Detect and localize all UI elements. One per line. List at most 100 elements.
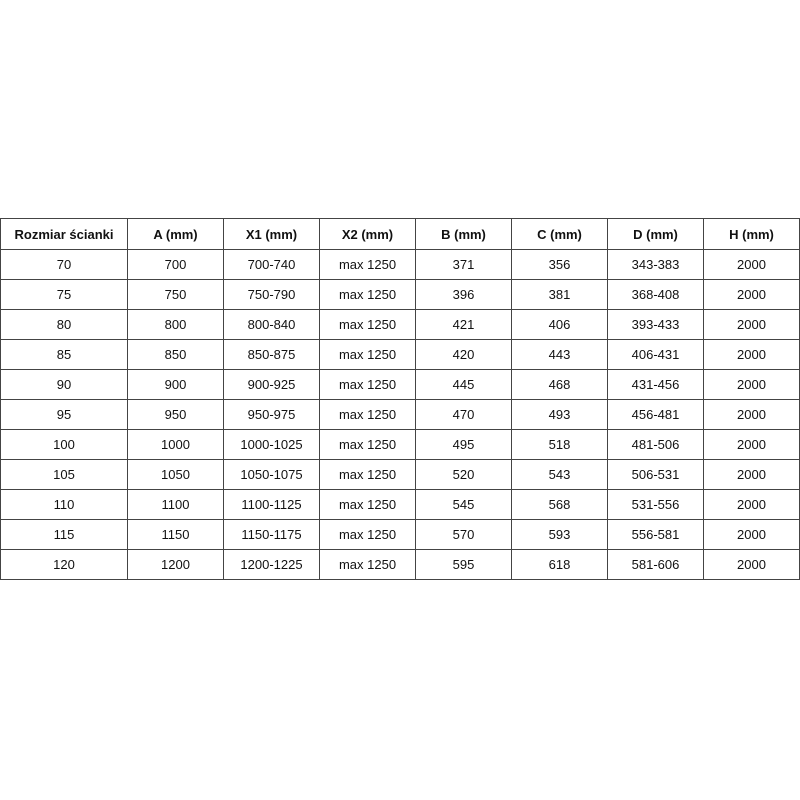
column-header: H (mm): [703, 218, 800, 250]
table-cell: 406-431: [607, 339, 704, 370]
table-cell: 445: [415, 369, 512, 400]
table-cell: 95: [0, 399, 128, 430]
table-cell: 468: [511, 369, 608, 400]
table-cell: 431-456: [607, 369, 704, 400]
column-header: C (mm): [511, 218, 608, 250]
table-cell: max 1250: [319, 279, 416, 310]
table-cell: 1000-1025: [223, 429, 320, 460]
table-cell: max 1250: [319, 369, 416, 400]
table-cell: 368-408: [607, 279, 704, 310]
table-cell: max 1250: [319, 459, 416, 490]
header-row: Rozmiar ścianki A (mm) X1 (mm) X2 (mm) B (mm…: [0, 218, 800, 250]
dimensions-table: Rozmiar ścianki A (mm) X1 (mm) X2 (mm) B (mm…: [0, 218, 800, 580]
table-cell: 100: [0, 429, 128, 460]
table-cell: 1150-1175: [223, 519, 320, 550]
table-cell: 700: [127, 249, 224, 280]
table-cell: 950-975: [223, 399, 320, 430]
table-cell: 2000: [703, 309, 800, 340]
table-cell: 80: [0, 309, 128, 340]
table-cell: 470: [415, 399, 512, 430]
table-cell: 90: [0, 369, 128, 400]
table-cell: 568: [511, 489, 608, 520]
table-cell: 518: [511, 429, 608, 460]
table-cell: 406: [511, 309, 608, 340]
table-cell: 105: [0, 459, 128, 490]
table-cell: 1100: [127, 489, 224, 520]
column-header: X2 (mm): [319, 218, 416, 250]
table-cell: 2000: [703, 369, 800, 400]
table-cell: 520: [415, 459, 512, 490]
table-cell: 393-433: [607, 309, 704, 340]
table-cell: 531-556: [607, 489, 704, 520]
table-row: 110 1100 1100-1125 max 1250 545 568 531-556 200…: [0, 489, 800, 520]
table-cell: 2000: [703, 399, 800, 430]
table-cell: 1050-1075: [223, 459, 320, 490]
table-cell: 595: [415, 549, 512, 580]
table-cell: max 1250: [319, 489, 416, 520]
table-cell: 570: [415, 519, 512, 550]
table-cell: 115: [0, 519, 128, 550]
table-cell: 120: [0, 549, 128, 580]
table-cell: 421: [415, 309, 512, 340]
table-cell: 1000: [127, 429, 224, 460]
table-row: 95 950 950-975 max 1250 470 493 456-481 2000: [0, 399, 800, 430]
table-cell: 800: [127, 309, 224, 340]
table-cell: 2000: [703, 249, 800, 280]
table-cell: 396: [415, 279, 512, 310]
column-header: X1 (mm): [223, 218, 320, 250]
table-row: 100 1000 1000-1025 max 1250 495 518 481-506 200…: [0, 429, 800, 460]
table-row: 115 1150 1150-1175 max 1250 570 593 556-581 200…: [0, 519, 800, 550]
table-cell: 481-506: [607, 429, 704, 460]
table-row: 105 1050 1050-1075 max 1250 520 543 506-531 200…: [0, 459, 800, 490]
table-cell: 2000: [703, 489, 800, 520]
table-cell: 556-581: [607, 519, 704, 550]
table-cell: 545: [415, 489, 512, 520]
table-cell: max 1250: [319, 549, 416, 580]
table-cell: 581-606: [607, 549, 704, 580]
table-cell: 2000: [703, 429, 800, 460]
table-cell: 343-383: [607, 249, 704, 280]
table-cell: 593: [511, 519, 608, 550]
table-cell: max 1250: [319, 399, 416, 430]
table-cell: 443: [511, 339, 608, 370]
table-cell: 543: [511, 459, 608, 490]
table-cell: 1050: [127, 459, 224, 490]
table-cell: 70: [0, 249, 128, 280]
table-cell: 700-740: [223, 249, 320, 280]
column-header: Rozmiar ścianki: [0, 218, 128, 250]
table-row: 75 750 750-790 max 1250 396 381 368-408 2000: [0, 279, 800, 310]
table-cell: 850-875: [223, 339, 320, 370]
table-cell: 2000: [703, 279, 800, 310]
table-cell: 85: [0, 339, 128, 370]
table-cell: 850: [127, 339, 224, 370]
table-cell: 420: [415, 339, 512, 370]
table-cell: 75: [0, 279, 128, 310]
table-cell: max 1250: [319, 249, 416, 280]
column-header: A (mm): [127, 218, 224, 250]
table-cell: 2000: [703, 549, 800, 580]
table-cell: 493: [511, 399, 608, 430]
table-cell: 1200-1225: [223, 549, 320, 580]
column-header: B (mm): [415, 218, 512, 250]
table-cell: max 1250: [319, 519, 416, 550]
table-row: 85 850 850-875 max 1250 420 443 406-431 2000: [0, 339, 800, 370]
table-cell: 1200: [127, 549, 224, 580]
table-cell: 2000: [703, 459, 800, 490]
table-cell: max 1250: [319, 429, 416, 460]
table-cell: 750: [127, 279, 224, 310]
table-cell: 618: [511, 549, 608, 580]
table-row: 70 700 700-740 max 1250 371 356 343-383 2000: [0, 249, 800, 280]
table-cell: 506-531: [607, 459, 704, 490]
table-cell: 381: [511, 279, 608, 310]
table-cell: 371: [415, 249, 512, 280]
table-row: 120 1200 1200-1225 max 1250 595 618 581-606 200…: [0, 549, 800, 580]
table-cell: 1150: [127, 519, 224, 550]
table-cell: max 1250: [319, 309, 416, 340]
table-row: 80 800 800-840 max 1250 421 406 393-433 2000: [0, 309, 800, 340]
table-cell: 110: [0, 489, 128, 520]
table-row: 90 900 900-925 max 1250 445 468 431-456 2000: [0, 369, 800, 400]
column-header: D (mm): [607, 218, 704, 250]
table-cell: 750-790: [223, 279, 320, 310]
table-cell: 800-840: [223, 309, 320, 340]
table-cell: 456-481: [607, 399, 704, 430]
